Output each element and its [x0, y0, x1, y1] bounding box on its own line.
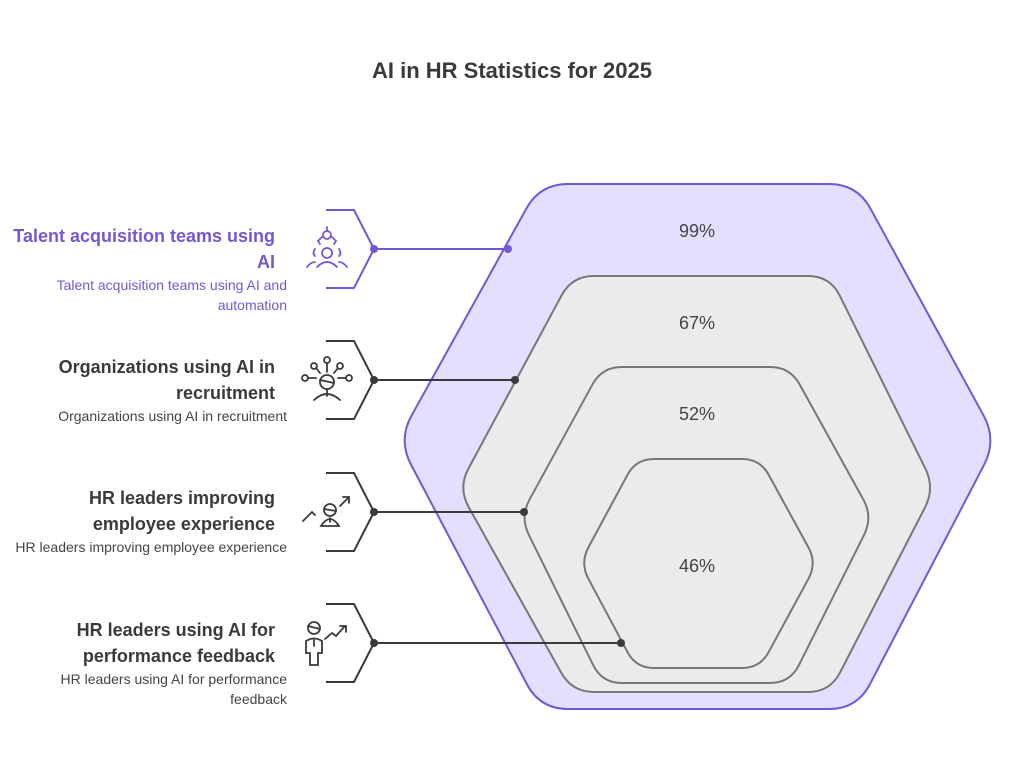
connector-dot — [370, 245, 378, 253]
person-connections-icon — [301, 356, 353, 401]
item-heading: HR leaders using AI for performance feed… — [76, 620, 275, 666]
item-heading: HR leaders improving employee experience — [88, 488, 275, 534]
bracket — [326, 603, 376, 683]
item-heading: Talent acquisition teams using AI — [13, 226, 275, 272]
item-description: Organizations using AI in recruitment — [58, 408, 287, 424]
item-description: HR leaders improving employee experience — [15, 539, 287, 555]
person-growth-icon — [302, 496, 350, 527]
connector-dot — [617, 639, 625, 647]
connector-dot — [520, 508, 528, 516]
item-talent-acquisition: Talent acquisition teams using AI Talent… — [7, 223, 287, 315]
item-description: HR leaders using AI for performance feed… — [60, 671, 287, 707]
person-trend-icon — [305, 621, 347, 666]
connector-dot — [370, 508, 378, 516]
item-employee-experience: HR leaders improving employee experience… — [7, 485, 287, 557]
hexagon-46 — [583, 458, 814, 669]
percentage-label: 99% — [679, 221, 715, 241]
people-network-icon — [306, 226, 348, 268]
bracket — [326, 472, 376, 552]
item-organizations-recruitment: Organizations using AI in recruitment Or… — [7, 354, 287, 426]
percentage-label: 46% — [679, 556, 715, 576]
item-performance-feedback: HR leaders using AI for performance feed… — [7, 617, 287, 709]
percentage-label: 52% — [679, 404, 715, 424]
connector-dot — [370, 376, 378, 384]
percentage-label: 67% — [679, 313, 715, 333]
item-heading: Organizations using AI in recruitment — [58, 357, 275, 403]
connector-dot — [504, 245, 512, 253]
page-title: AI in HR Statistics for 2025 — [372, 58, 652, 83]
connector-dot — [370, 639, 378, 647]
connector-dot — [511, 376, 519, 384]
item-description: Talent acquisition teams using AI and au… — [56, 277, 287, 313]
bracket — [326, 209, 376, 289]
